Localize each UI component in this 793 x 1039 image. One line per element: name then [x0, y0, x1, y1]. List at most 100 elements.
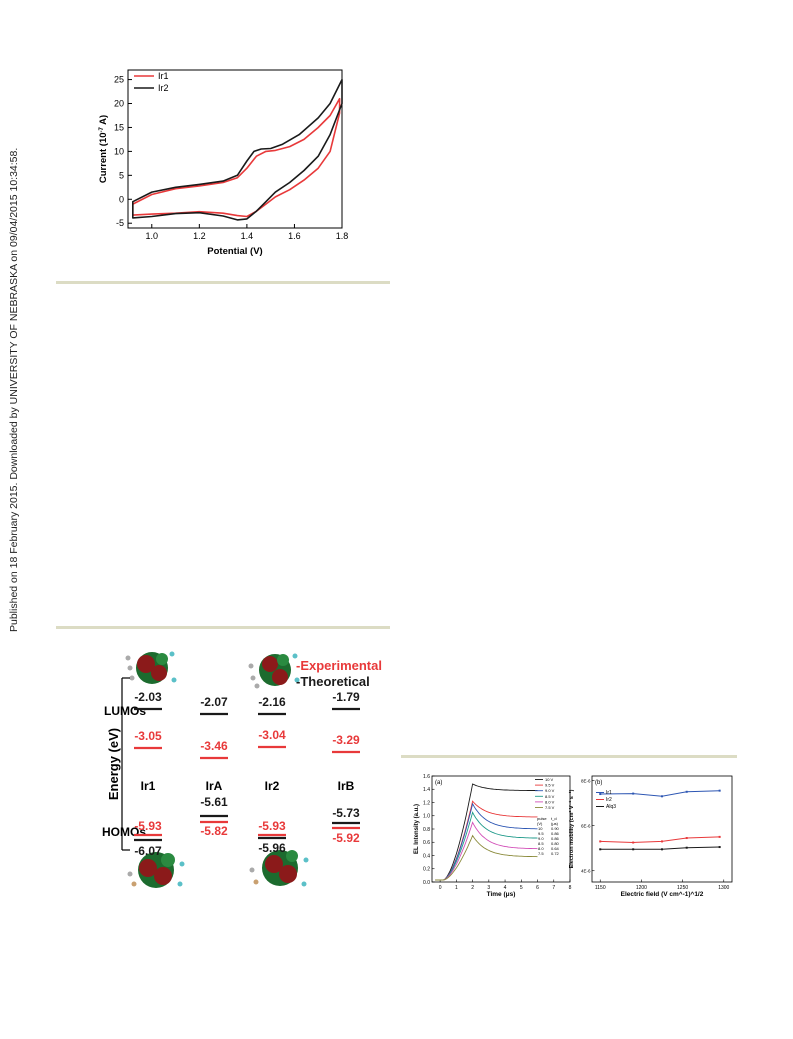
el-legend-entry: 8.0 V	[545, 799, 555, 804]
mobility-series-line	[600, 836, 720, 844]
energy-level-value: -3.46	[200, 739, 228, 753]
energy-level-value: -3.29	[332, 733, 360, 747]
cv-series-line-ir2	[131, 78, 343, 221]
ir2-homo-orbital-icon	[249, 850, 309, 887]
el-series-line	[435, 800, 538, 881]
mobility-legend-entry: Ir1	[606, 790, 612, 796]
cv-ylabel: Current (10-7 A)	[98, 115, 109, 183]
energy-level-value: -5.93	[258, 819, 286, 833]
energy-level-value: -3.05	[134, 729, 162, 743]
el-table-cell: 0.86	[551, 836, 560, 841]
el-table-units: (V)	[537, 821, 543, 826]
ir1-lumo-orbital-icon	[125, 651, 177, 684]
el-legend-entry: 9.0 V	[545, 788, 555, 793]
energy-level-value: -6.07	[134, 844, 162, 858]
el-legend-entry: 10 V	[545, 777, 554, 782]
el-table-cell: 9.0	[538, 836, 544, 841]
el-xtick-label: 8	[569, 885, 572, 891]
el-series-line	[435, 783, 538, 881]
el-xtick-label: 6	[536, 885, 539, 891]
mobility-ylabel: Electron mobility (cm² V⁻¹ s⁻¹)	[568, 789, 575, 868]
section-divider-2	[56, 626, 390, 629]
cv-legend-ir2: Ir2	[158, 83, 169, 93]
el-table-cell: 10	[538, 826, 543, 831]
el-ytick-label: 0.4	[423, 853, 430, 859]
cv-ytick-label: -5	[116, 218, 124, 228]
compound-label-ir2: Ir2	[265, 779, 280, 793]
el-series-line	[435, 834, 538, 881]
energy-levels: -2.03 -2.07 -2.16 -1.79 -3.05 -3.46 -3.04 -3.29…	[134, 690, 360, 858]
el-ytick-label: 1.2	[423, 800, 430, 806]
el-table-header: t_d	[551, 816, 557, 821]
mobility-xtick-label: 1200	[636, 885, 647, 891]
el-table-units: (μs)	[551, 821, 559, 826]
mobility-data-point	[718, 835, 721, 838]
el-xtick-label: 1	[455, 885, 458, 891]
el-ytick-label: 1.4	[423, 787, 430, 793]
el-xtick-label: 7	[552, 885, 555, 891]
cv-chart: 1.0 1.2 1.4 1.6 1.8 -5 0 5 10 15 20 25 Ir1 Ir2 Pote…	[98, 69, 348, 257]
cv-xtick-label: 1.2	[193, 231, 206, 241]
el-xtick-label: 0	[439, 885, 442, 891]
energy-level-value: -5.73	[332, 806, 360, 820]
ir2-lumo-orbital-icon	[248, 653, 300, 689]
el-table-header: pulse	[537, 816, 547, 821]
el-xtick-label: 5	[520, 885, 523, 891]
el-series-line	[435, 802, 538, 881]
compound-label-irb: IrB	[338, 779, 355, 793]
energy-level-value: -5.82	[200, 824, 228, 838]
side-download-note: Published on 18 February 2015. Downloade…	[3, 0, 23, 1039]
el-intensity-chart: (a) 0 1 2 3 4 5 6 7 8 0.0 0.2 0.4 0.6 0.8 1.0 1.2 1.4 1.6…	[414, 774, 572, 898]
cv-xtick-label: 1.4	[241, 231, 254, 241]
el-legend-entry: 9.5 V	[545, 783, 555, 788]
energy-level-value: -5.61	[200, 795, 228, 809]
mobility-series-line	[600, 846, 720, 850]
mobility-data-point	[661, 848, 663, 851]
el-xtick-label: 3	[487, 885, 490, 891]
el-ylabel: EL Intensity (a.u.)	[414, 804, 420, 854]
mobility-data-point	[632, 792, 635, 795]
cv-ticks: 1.0 1.2 1.4 1.6 1.8 -5 0 5 10 15 20 25	[114, 75, 348, 241]
el-ytick-label: 0.0	[423, 880, 430, 886]
el-table-cell: 8.0	[538, 846, 544, 851]
compound-label-ir1: Ir1	[141, 779, 156, 793]
energy-level-value: -5.96	[258, 841, 286, 855]
cv-series-line-ir1	[131, 97, 341, 218]
mobility-ytick-label: 8E-6	[581, 778, 591, 783]
legend-experimental: -Experimental	[296, 658, 382, 673]
mobility-ticks: 1150 1200 1250 1300 4E-6 6E-6 8E-6	[581, 778, 730, 891]
energy-level-value: -5.92	[332, 831, 360, 845]
el-delay-table: pulse t_d (V) (μs) 10 0.90 9.5 0.86 9.0 0.86 8.5 0.…	[537, 816, 560, 856]
mobility-data-point	[599, 840, 602, 843]
el-series-line	[435, 821, 538, 881]
cv-xlabel: Potential (V)	[207, 246, 262, 257]
cv-xtick-label: 1.8	[336, 231, 349, 241]
ir1-homo-orbital-icon	[127, 852, 185, 888]
mobility-data-point	[632, 841, 635, 844]
mobility-data-point	[685, 846, 688, 849]
cv-series	[131, 78, 343, 221]
cv-xtick-label: 1.0	[146, 231, 159, 241]
mobility-xtick-label: 1300	[718, 885, 729, 891]
mobility-data-point	[632, 848, 635, 851]
el-table-cell: 0.86	[551, 831, 560, 836]
energy-level-value: -2.16	[258, 695, 286, 709]
energy-level-value: -5.93	[134, 819, 162, 833]
cv-legend: Ir1 Ir2	[134, 71, 169, 93]
mobility-legend-entry: Alq3	[606, 804, 616, 810]
lumo-label: LUMOs	[104, 704, 146, 718]
mobility-xlabel: Electric field (V cm^-1)^1/2	[621, 890, 704, 898]
mobility-data-point	[599, 793, 602, 796]
mobility-legend-entry: Ir2	[606, 797, 612, 803]
mobility-xtick-label: 1250	[677, 885, 688, 891]
el-xlabel: Time (μs)	[487, 891, 516, 898]
cv-ytick-label: 20	[114, 99, 124, 109]
energy-ylabel: Energy (eV)	[106, 728, 121, 800]
mobility-ytick-label: 4E-6	[581, 869, 591, 874]
el-table-cell: 0.72	[551, 851, 560, 856]
cv-ytick-label: 5	[119, 170, 124, 180]
el-table-cell: 0.64	[551, 846, 560, 851]
energy-level-value: -1.79	[332, 690, 360, 704]
cv-ytick-label: 15	[114, 122, 124, 132]
